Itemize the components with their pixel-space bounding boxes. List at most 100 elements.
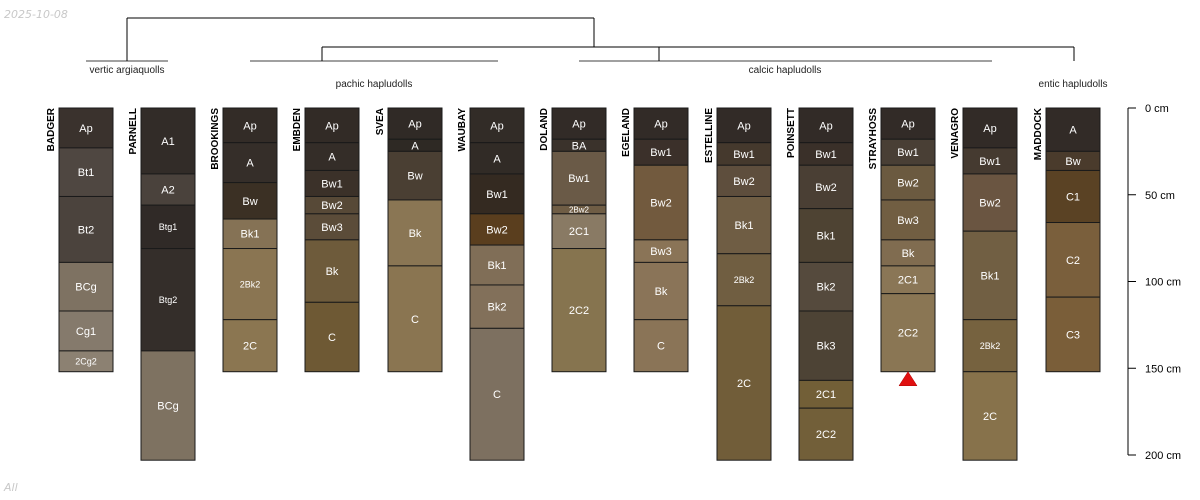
horizon-waubay-c <box>469 327 525 461</box>
horizon-parnell-a1 <box>140 107 196 175</box>
horizon-label: Ap <box>737 120 750 132</box>
horizon-label: Bw1 <box>486 189 507 201</box>
horizon-label: Ap <box>901 119 914 131</box>
horizon-label: A <box>328 152 336 164</box>
horizon-label: C <box>328 332 336 344</box>
horizon-label: 2C2 <box>816 429 836 441</box>
horizon-doland-2c2 <box>551 248 607 373</box>
horizon-label: Bw2 <box>733 176 754 188</box>
horizon-label: Bw <box>242 196 257 208</box>
horizon-label: BCg <box>75 282 96 294</box>
horizon-label: Bw1 <box>733 149 754 161</box>
horizon-badger-cg1 <box>58 310 114 352</box>
axis-tick-label: 150 cm <box>1145 363 1181 375</box>
horizon-estelline-2bk2 <box>716 253 772 307</box>
profile-svea: Ap A Bw Bk C SVEA <box>375 107 443 373</box>
horizon-maddock-c2 <box>1045 222 1101 298</box>
horizon-label: Bw2 <box>979 198 1000 210</box>
horizon-strayhoss-2c1 <box>880 265 936 295</box>
horizon-label: C1 <box>1066 191 1080 203</box>
horizon-label: 2C1 <box>898 275 918 287</box>
profile-egeland: Ap Bw1 Bw2 Bw3 Bk C EGELAND <box>621 107 689 373</box>
horizon-label: Bk1 <box>241 229 260 241</box>
truncation-marker-icon <box>898 371 918 386</box>
horizon-strayhoss-bw1 <box>880 138 936 166</box>
horizon-label: C <box>493 389 501 401</box>
horizon-label: 2Bk2 <box>980 341 1001 351</box>
horizon-label: Bw1 <box>979 156 1000 168</box>
horizon-label: Bw3 <box>650 246 671 258</box>
horizon-maddock-c1 <box>1045 169 1101 224</box>
profile-name-doland: DOLAND <box>539 108 550 151</box>
profile-name-parnell: PARNELL <box>128 108 139 154</box>
profile-name-svea: SVEA <box>375 108 386 135</box>
horizon-estelline-2c <box>716 305 772 461</box>
profiles: Ap Bt1 Bt2 BCg Cg1 2Cg2 BADGER A1 A2 Btg1 Btg2 BCg P… <box>46 107 1101 461</box>
profile-embden: Ap A Bw1 Bw2 Bw3 Bk C EMBDEN <box>292 107 360 373</box>
profile-name-embden: EMBDEN <box>292 108 303 151</box>
profile-name-brookings: BROOKINGS <box>210 108 221 170</box>
horizon-strayhoss-bk <box>880 239 936 267</box>
horizon-label: 2C <box>983 411 997 423</box>
horizon-label: C2 <box>1066 255 1080 267</box>
horizon-strayhoss-bw2 <box>880 164 936 201</box>
horizon-label: A1 <box>161 136 174 148</box>
horizon-waubay-bw2 <box>469 213 525 246</box>
horizon-label: Bk <box>655 286 668 298</box>
horizon-label: Bk <box>902 248 915 260</box>
horizon-label: 2Bw2 <box>569 205 590 214</box>
horizon-embden-bk <box>304 239 360 303</box>
horizon-label: 2Bk2 <box>240 279 261 289</box>
horizon-embden-bw1 <box>304 169 360 197</box>
horizon-egeland-bk <box>633 261 689 321</box>
horizon-waubay-ap <box>469 107 525 144</box>
horizon-egeland-c <box>633 319 689 373</box>
horizon-strayhoss-2c2 <box>880 293 936 373</box>
horizon-doland-ap <box>551 107 607 140</box>
horizon-label: Cg1 <box>76 326 96 338</box>
horizon-svea-bk <box>387 199 443 267</box>
horizon-label: Btg2 <box>159 295 178 305</box>
profile-poinsett: Ap Bw1 Bw2 Bk1 Bk2 Bk3 2C1 2C2 POINSETT <box>786 107 854 461</box>
axis-tick-label: 0 cm <box>1145 103 1169 115</box>
horizon-label: A2 <box>161 185 174 197</box>
horizon-label: Bk2 <box>488 302 507 314</box>
horizon-waubay-bk1 <box>469 244 525 286</box>
profile-waubay: Ap A Bw1 Bw2 Bk1 Bk2 C WAUBAY <box>457 107 525 461</box>
horizon-embden-bw3 <box>304 213 360 241</box>
horizon-label: Ap <box>243 120 256 132</box>
axis-tick-label: 100 cm <box>1145 277 1181 289</box>
horizon-badger-2cg2 <box>58 350 114 373</box>
horizon-venagro-bk1 <box>962 230 1018 321</box>
horizon-label: Bk3 <box>817 341 836 353</box>
horizon-label: Bk1 <box>488 260 507 272</box>
horizon-label: Bk2 <box>817 282 836 294</box>
horizon-label: BCg <box>157 401 178 413</box>
horizon-brookings-2bk2 <box>222 248 278 321</box>
horizon-label: Bw3 <box>897 215 918 227</box>
horizon-label: Ap <box>490 120 503 132</box>
profile-name-egeland: EGELAND <box>621 108 632 157</box>
horizon-label: Ap <box>79 123 92 135</box>
profile-name-poinsett: POINSETT <box>786 108 797 158</box>
axis-tick-label: 200 cm <box>1145 450 1181 462</box>
horizon-label: Ap <box>325 120 338 132</box>
profile-venagro: Ap Bw1 Bw2 Bk1 2Bk2 2C VENAGRO <box>950 107 1018 461</box>
profile-badger: Ap Bt1 Bt2 BCg Cg1 2Cg2 BADGER <box>46 107 114 373</box>
horizon-label: Bt1 <box>78 167 95 179</box>
date-stamp: 2025-10-08 <box>4 8 68 21</box>
horizon-svea-ap <box>387 107 443 140</box>
horizon-embden-c <box>304 301 360 373</box>
horizon-label: Bw2 <box>815 182 836 194</box>
horizon-label: Bk1 <box>981 270 1000 282</box>
group-label-pachic-hapludolls: pachic hapludolls <box>336 79 413 90</box>
horizon-brookings-ap <box>222 107 278 144</box>
axis-tick-label: 50 cm <box>1145 190 1175 202</box>
horizon-label: Bk1 <box>735 220 754 232</box>
horizon-label: Bw3 <box>321 222 342 234</box>
horizon-label: A <box>493 153 501 165</box>
horizon-label: Ap <box>408 119 421 131</box>
horizon-venagro-2bk2 <box>962 319 1018 373</box>
profile-name-venagro: VENAGRO <box>950 108 961 159</box>
